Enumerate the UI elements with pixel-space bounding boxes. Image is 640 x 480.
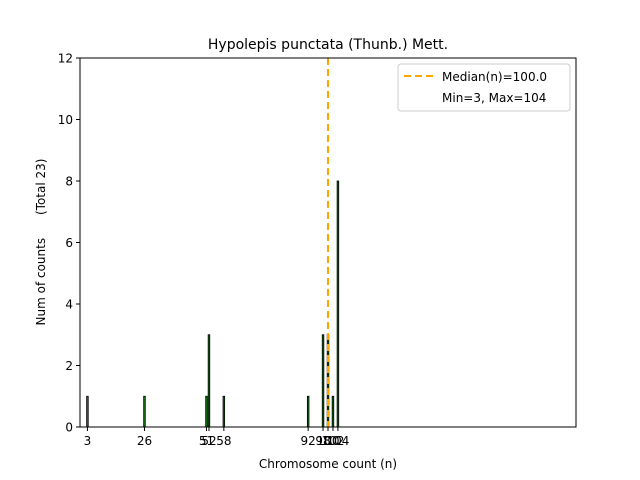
bar [222, 395, 226, 428]
y-axis-label: Num of counts (Total 23) [34, 159, 48, 326]
legend-median-label: Median(n)=100.0 [442, 70, 547, 84]
x-tick-label: 52 [201, 434, 216, 448]
x-tick-label: 98 [315, 434, 330, 448]
y-tick-label: 12 [58, 52, 73, 66]
x-tick-label: 58 [216, 434, 231, 448]
bar [86, 395, 89, 428]
legend: Median(n)=100.0 Min=3, Max=104 [397, 63, 571, 112]
y-tick-label: 6 [65, 236, 73, 250]
legend-minmax-label: Min=3, Max=104 [442, 91, 546, 105]
x-tick-label: 3 [84, 434, 92, 448]
bar [331, 395, 335, 428]
y-tick-label: 8 [65, 175, 73, 189]
x-axis-label: Chromosome count (n) [259, 457, 397, 471]
x-tick-label: 100 [317, 434, 340, 448]
bar [205, 395, 208, 428]
bar [143, 395, 146, 428]
bar [321, 334, 325, 428]
x-tick-label: 102 [322, 434, 345, 448]
x-tick-label: 26 [137, 434, 152, 448]
bar [207, 334, 211, 428]
bar [306, 395, 310, 428]
chart-title: Hypolepis punctata (Thunb.) Mett. [208, 37, 448, 53]
bar [336, 180, 340, 428]
y-tick-label: 10 [58, 113, 73, 127]
y-tick-label: 2 [65, 359, 73, 373]
x-tick-label: 51 [199, 434, 214, 448]
y-tick-label: 0 [65, 421, 73, 435]
y-tick-label: 4 [65, 298, 73, 312]
y-axis: 0 2 4 6 8 10 12 [58, 52, 80, 435]
x-tick-label: 92 [301, 434, 316, 448]
x-tick-label: 104 [326, 434, 349, 448]
legend-box [397, 63, 571, 112]
